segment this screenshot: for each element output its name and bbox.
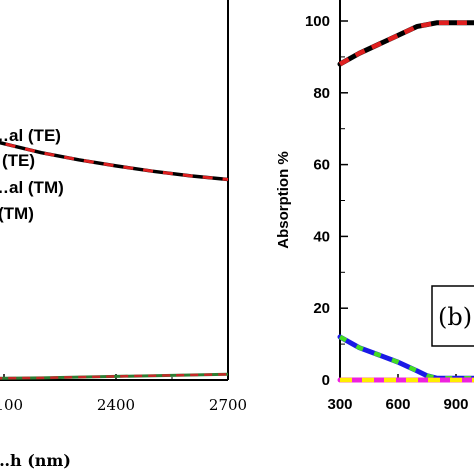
panel-b-x-ticks: 300 600 900 (327, 374, 469, 413)
panel-a-legend-entry: (TE) (2, 151, 35, 170)
panel-a-series-line (0, 372, 229, 380)
panel-a-legend-entry: (TM) (0, 204, 34, 223)
panel-a-legend-entry: …al (TE) (0, 126, 61, 145)
panel-b-y-ticks: 0 20 40 60 80 100 (305, 13, 348, 389)
panel-b-x-tick-label: 900 (443, 396, 468, 413)
panel-b-x-tick-label: 600 (385, 396, 410, 413)
panel-a-series-dash (0, 141, 229, 181)
panel-b: 0 20 40 60 80 100 300 600 900 Absorption % (b) (275, 0, 474, 413)
panel-a-x-axis-label: …h (nm) (0, 451, 71, 470)
panel-a-x-tick-label: 2700 (209, 396, 247, 414)
panel-b-label: (b) (438, 303, 472, 331)
panel-b-x-tick-label: 300 (327, 396, 352, 413)
panel-a-legend: …al (TE) (TE) …al (TM) (TM) (0, 126, 64, 223)
panel-b-y-tick-label: 40 (313, 228, 330, 245)
panel-a: 1800210024002700 …al (TE)(TE)…al (TM)(TM… (0, 0, 247, 470)
panel-a-series (0, 140, 229, 380)
panel-b-y-tick-label: 0 (322, 372, 330, 389)
panel-b-series-dash (338, 20, 474, 67)
panel-b-y-tick-label: 100 (305, 13, 330, 30)
panel-a-x-tick-label: 2100 (0, 396, 23, 414)
panel-b-y-tick-label: 20 (313, 300, 330, 317)
panel-b-label-box (431, 285, 474, 347)
panel-b-y-axis-label: Absorption % (275, 151, 292, 249)
panel-b-y-tick-label: 60 (313, 157, 330, 174)
panel-a-x-tick-label: 2400 (97, 396, 135, 414)
panel-b-y-tick-label: 80 (313, 85, 330, 102)
panel-b-series (337, 20, 474, 383)
panel-a-legend-entry: …al (TM) (0, 178, 64, 197)
